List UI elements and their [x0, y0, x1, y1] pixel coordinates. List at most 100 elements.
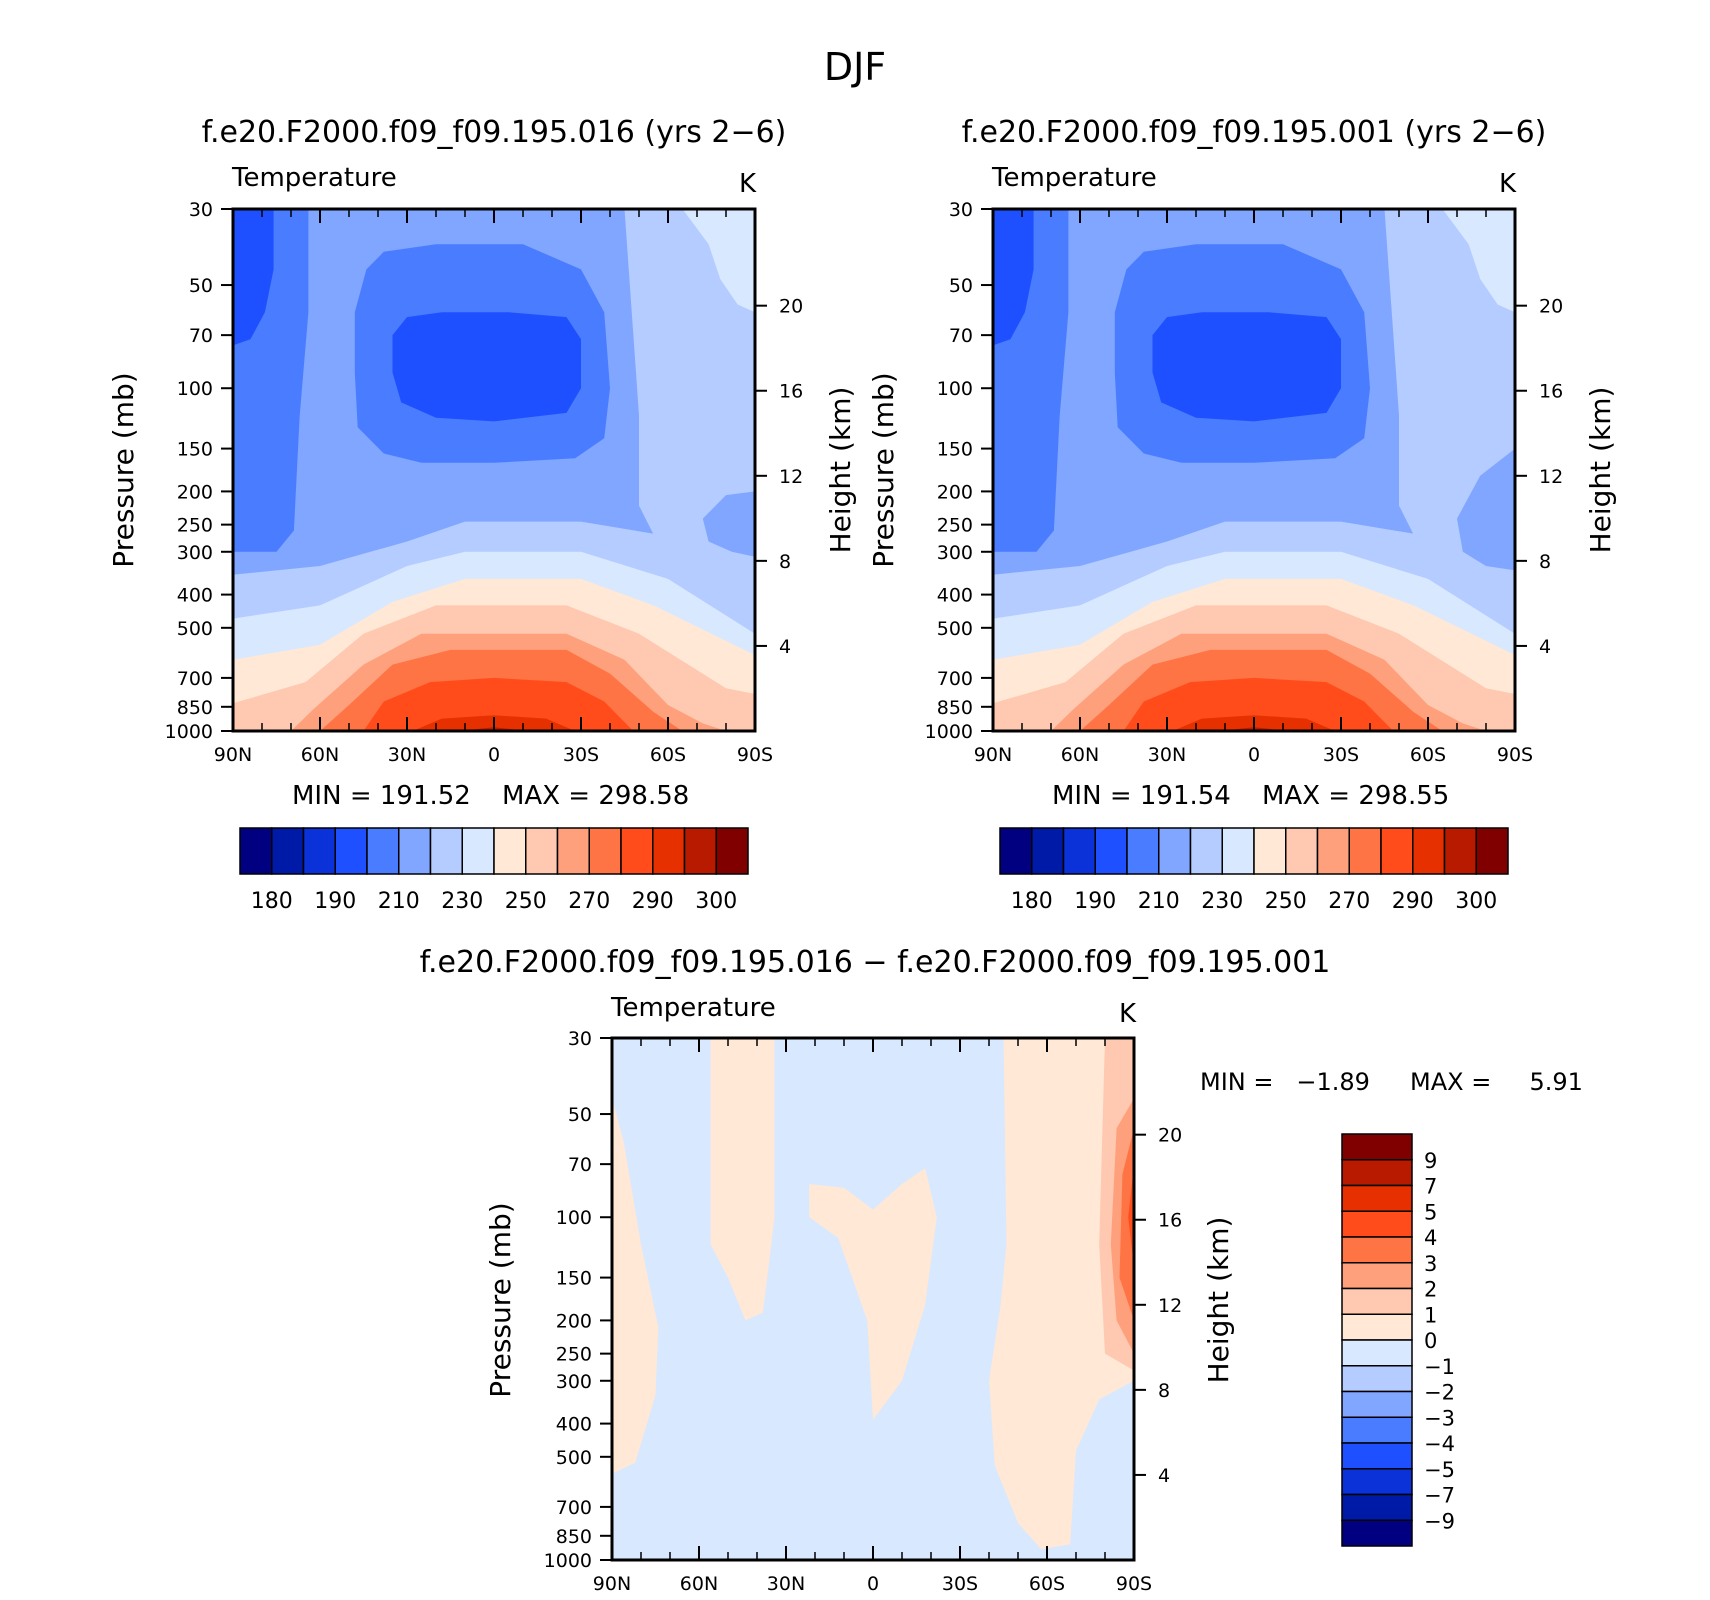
- y-right-tick-label: 8: [1158, 1380, 1170, 1402]
- colorbar-swatch: [239, 827, 273, 875]
- y-right-tick-label: 12: [1158, 1295, 1182, 1317]
- x-tick-label: 90S: [737, 744, 773, 766]
- colorbar-label: 190: [1074, 889, 1116, 914]
- contour-230-sh: [682, 209, 755, 313]
- colorbar-swatch: [1341, 1159, 1413, 1187]
- colorbar-label: 250: [1265, 889, 1307, 914]
- colorbar-label: 300: [1455, 889, 1497, 914]
- y-right-tick-label: 8: [1539, 551, 1551, 573]
- colorbar-swatch: [1126, 827, 1160, 875]
- colorbar-label: 300: [695, 889, 737, 914]
- panel-left: f.e20.F2000.f09_f09.195.016 (yrs 2−6) Te…: [107, 115, 857, 914]
- x-tick-label: 30N: [767, 1573, 805, 1595]
- colorbar-swatch: [429, 827, 463, 875]
- colorbar-label: 210: [378, 889, 420, 914]
- x-tick-label: 90N: [974, 744, 1012, 766]
- colorbar-swatch: [1475, 827, 1509, 875]
- colorbar-swatch: [1062, 827, 1096, 875]
- y-axis-right-label: Height (km): [1584, 387, 1617, 554]
- variable-label: Temperature: [991, 163, 1157, 193]
- colorbar-swatch: [652, 827, 686, 875]
- x-tick-label: 60S: [1410, 744, 1446, 766]
- y-tick-label: 30: [568, 1028, 592, 1050]
- y-tick-label: 300: [556, 1371, 592, 1393]
- x-tick-label: 30N: [1148, 744, 1186, 766]
- colorbar-swatch: [525, 827, 559, 875]
- units-label: K: [739, 169, 757, 199]
- colorbar-swatch: [1341, 1262, 1413, 1290]
- colorbar-label: −2: [1424, 1381, 1455, 1405]
- units-label: K: [1499, 169, 1517, 199]
- colorbar-label: 7: [1424, 1175, 1437, 1199]
- colorbar-swatch: [1316, 827, 1350, 875]
- colorbar-swatch: [1341, 1184, 1413, 1212]
- colorbar-swatch: [683, 827, 717, 875]
- colorbar-label: 210: [1138, 889, 1180, 914]
- x-tick-label: 0: [1248, 744, 1260, 766]
- contour-280: [363, 677, 634, 731]
- y-tick-label: 50: [189, 275, 213, 297]
- colorbar-swatch: [1341, 1416, 1413, 1444]
- colorbar-swatch: [1341, 1519, 1413, 1547]
- y-right-tick-label: 4: [779, 636, 791, 658]
- y-tick-label: 250: [937, 515, 973, 537]
- colorbar-swatch: [1341, 1468, 1413, 1496]
- y-tick-label: 200: [556, 1310, 592, 1332]
- y-right-tick-label: 16: [1158, 1210, 1182, 1232]
- y-axis-right-label: Height (km): [1202, 1217, 1235, 1384]
- figure-title: DJF: [824, 45, 886, 89]
- y-tick-label: 150: [556, 1268, 592, 1290]
- y-right-tick-label: 4: [1158, 1465, 1170, 1487]
- contour-190-trop: [392, 312, 581, 422]
- colorbar-label: −9: [1424, 1509, 1455, 1533]
- y-tick-label: 50: [568, 1104, 592, 1126]
- y-tick-label: 300: [177, 542, 213, 564]
- x-tick-label: 60S: [650, 744, 686, 766]
- y-tick-label: 500: [177, 618, 213, 640]
- colorbar-label: 270: [568, 889, 610, 914]
- contour-field: [993, 209, 1515, 731]
- x-tick-label: 30S: [942, 1573, 978, 1595]
- colorbar-label: 4: [1424, 1226, 1437, 1250]
- x-tick-label: 0: [867, 1573, 879, 1595]
- contour-190-polar: [993, 209, 1034, 346]
- y-tick-label: 100: [177, 378, 213, 400]
- colorbar-label: 290: [632, 889, 674, 914]
- x-tick-label: 30S: [563, 744, 599, 766]
- y-tick-label: 100: [556, 1207, 592, 1229]
- units-label: K: [1119, 999, 1137, 1029]
- y-right-tick-label: 16: [1539, 381, 1563, 403]
- y-tick-label: 400: [556, 1414, 592, 1436]
- colorbar-label: 1: [1424, 1303, 1437, 1327]
- y-tick-label: 30: [949, 199, 973, 221]
- y-tick-label: 200: [177, 481, 213, 503]
- colorbar-swatch: [1285, 827, 1319, 875]
- colorbar-label: −7: [1424, 1484, 1455, 1508]
- colorbar-label: 290: [1392, 889, 1434, 914]
- y-axis-label: Pressure (mb): [484, 1202, 517, 1397]
- colorbar-swatch: [461, 827, 495, 875]
- colorbar-label: 190: [314, 889, 356, 914]
- x-tick-label: 60N: [680, 1573, 718, 1595]
- colorbar-swatch: [1341, 1210, 1413, 1238]
- y-tick-label: 50: [949, 275, 973, 297]
- colorbar-swatch: [1341, 1442, 1413, 1470]
- y-tick-label: 1000: [544, 1550, 592, 1572]
- y-tick-label: 400: [177, 585, 213, 607]
- x-tick-label: 60N: [1061, 744, 1099, 766]
- y-right-tick-label: 20: [779, 296, 803, 318]
- x-tick-label: 60N: [301, 744, 339, 766]
- colorbar-swatch: [271, 827, 305, 875]
- colorbar-label: 0: [1424, 1329, 1437, 1353]
- colorbar-swatch: [1341, 1287, 1413, 1315]
- colorbar-swatch: [1341, 1390, 1413, 1418]
- y-tick-label: 500: [556, 1447, 592, 1469]
- panel-title: f.e20.F2000.f09_f09.195.016 − f.e20.F200…: [420, 945, 1331, 980]
- colorbar-swatch: [1348, 827, 1382, 875]
- contour-190-trop: [1152, 312, 1341, 422]
- y-right-tick-label: 20: [1539, 296, 1563, 318]
- colorbar-swatch: [999, 827, 1033, 875]
- colorbar-label: 180: [251, 889, 293, 914]
- y-tick-label: 1000: [925, 721, 973, 743]
- y-axis-label: Pressure (mb): [107, 372, 140, 567]
